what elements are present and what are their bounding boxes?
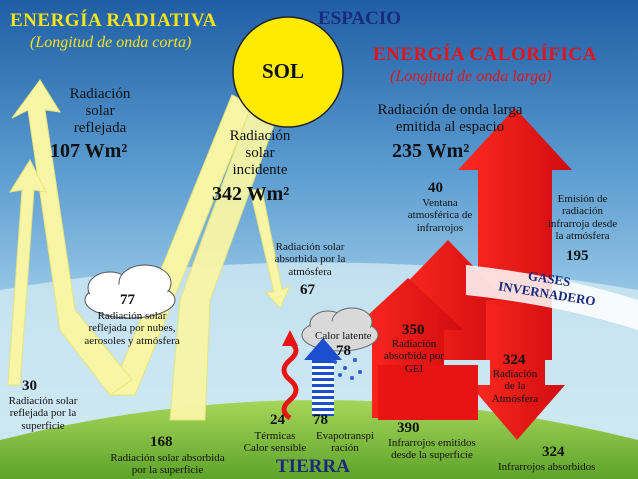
- reflected-solar-label: Radiación solar reflejada: [69, 86, 131, 136]
- reflected-solar-value: 107 Wm²: [50, 140, 128, 162]
- radiant-energy-title: ENERGÍA RADIATIVA: [10, 10, 217, 31]
- surface-reflected-value: 30: [22, 378, 37, 394]
- atm-radiation-label: Radiación de la Atmósfera: [491, 368, 539, 405]
- ground: [0, 400, 638, 479]
- clouds-reflected-label: Radiación solar reflejada por nubes, aer…: [84, 310, 180, 347]
- surface-ir-label: Infrarrojos emitidos desde la superficie: [388, 437, 476, 462]
- striped-arrow-icon: [304, 338, 342, 416]
- thermal-label: Térmicas Calor sensible: [243, 430, 307, 455]
- emitted-space-value: 235 Wm²: [392, 140, 470, 162]
- clouds-reflected-value: 77: [120, 292, 135, 308]
- surface-ir-arrow: [378, 365, 478, 420]
- caloric-energy-subtitle: (Longitud de onda larga): [390, 68, 552, 85]
- caloric-energy-title: ENERGÍA CALORÍFICA: [373, 44, 597, 65]
- evapotranspiration-label: Evapotranspi ración: [315, 430, 375, 455]
- latent-heat-label: Calor latente: [315, 330, 372, 342]
- surface-reflected-arrow: [7, 158, 47, 386]
- latent-heat-value: 78: [336, 343, 351, 359]
- sun-icon: [232, 16, 344, 128]
- greenhouse-band: [466, 265, 638, 330]
- absorbed-ghg-label: Radiación absorbida por GEI: [383, 338, 445, 375]
- atm-radiation-arrow: [470, 305, 565, 440]
- absorbed-ghg-value: 350: [402, 322, 425, 338]
- absorbed-atm-arrow: [249, 189, 292, 309]
- window-value: 40: [428, 180, 443, 196]
- atm-radiation-value: 324: [503, 352, 526, 368]
- absorbed-atm-value: 67: [300, 282, 315, 298]
- incident-solar-label: Radiación solar incidente: [229, 128, 291, 178]
- evapotranspiration-value: 78: [313, 412, 328, 428]
- sun-label: SOL: [262, 59, 305, 83]
- atm-emission-label: Emisión de radiación infrarroja desde la…: [547, 193, 618, 242]
- surface-absorbed-value: 168: [150, 434, 173, 450]
- emitted-space-label: Radiación de onda larga emitida al espac…: [377, 102, 523, 135]
- radiant-energy-subtitle: (Longitud de onda corta): [30, 34, 192, 51]
- window-label: Ventana atmosférica de infrarrojos: [407, 197, 473, 234]
- surface-reflected-label: Radiación solar reflejada por la superfi…: [8, 395, 78, 432]
- surface-absorbed-label: Radiación solar absorbida por la superfi…: [110, 452, 225, 477]
- earth-label: TIERRA: [276, 456, 350, 477]
- cloud-icon: [84, 264, 176, 319]
- wavy-arrow-icon: [281, 339, 299, 421]
- surface-ir-value: 390: [397, 420, 420, 436]
- ir-absorbed-value: 324: [542, 444, 565, 460]
- ir-absorbed-label: Infrarrojos absorbidos: [498, 461, 596, 473]
- absorbed-atm-label: Radiación solar absorbida por la atmósfe…: [274, 241, 346, 278]
- space-label: ESPACIO: [318, 8, 402, 29]
- atm-emission-value: 195: [566, 248, 589, 264]
- thermal-value: 24: [270, 412, 285, 428]
- incident-solar-value: 342 Wm²: [212, 183, 290, 205]
